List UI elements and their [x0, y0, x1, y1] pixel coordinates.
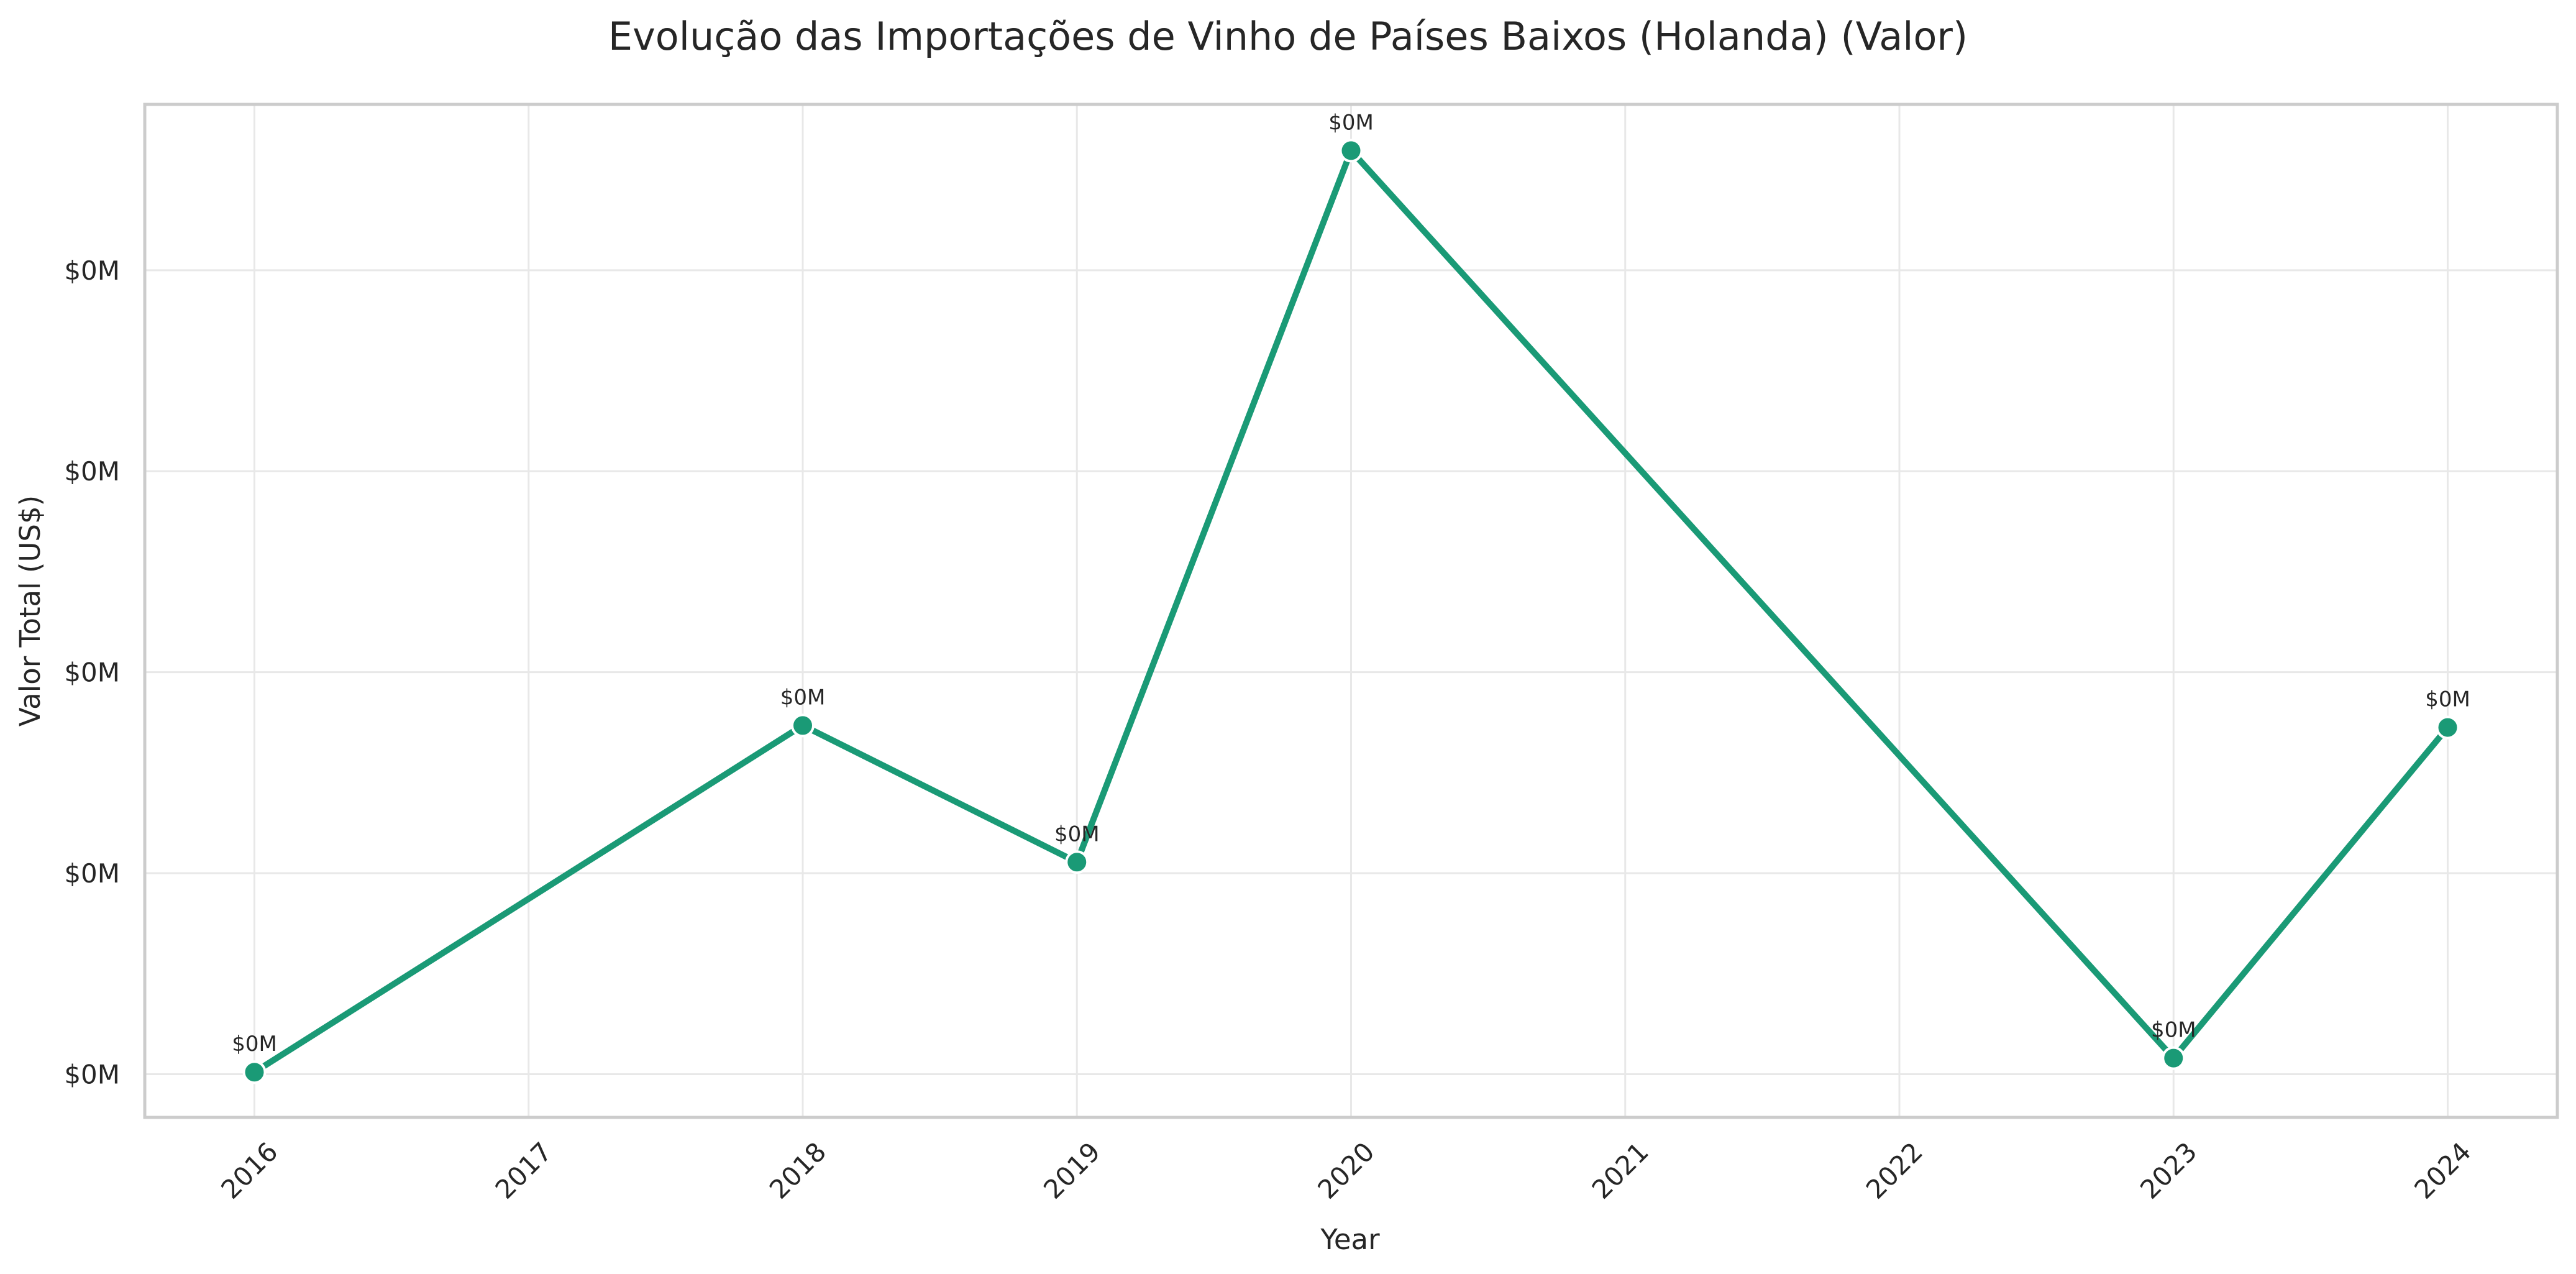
x-tick-label: 2023	[2134, 1136, 2203, 1204]
chart-title: Evolução das Importações de Vinho de Paí…	[608, 14, 1968, 59]
x-tick-label: 2016	[215, 1136, 283, 1204]
x-tick-label: 2024	[2408, 1136, 2477, 1204]
y-tick-label: $0M	[64, 658, 120, 688]
x-axis-label: Year	[1320, 1223, 1380, 1256]
x-tick-label: 2021	[1586, 1136, 1655, 1204]
grid-lines	[145, 104, 2557, 1117]
series-line	[251, 147, 2451, 1076]
data-label: $0M	[1328, 110, 1374, 135]
y-tick-label: $0M	[64, 1059, 120, 1089]
data-label: $0M	[2425, 687, 2470, 712]
x-tick-label: 2019	[1038, 1136, 1106, 1204]
data-point	[791, 713, 815, 738]
data-labels: $0M $0M $0M $0M $0M $0M	[232, 110, 2470, 1056]
data-point	[1339, 139, 1363, 163]
x-tick-label: 2020	[1312, 1136, 1380, 1204]
y-tick-label: $0M	[64, 858, 120, 889]
data-point	[2162, 1046, 2186, 1070]
data-label: $0M	[780, 685, 826, 710]
y-tick-label: $0M	[64, 456, 120, 487]
x-tick-label: 2022	[1860, 1136, 1929, 1204]
x-tick-label: 2018	[764, 1136, 832, 1204]
data-label: $0M	[2151, 1018, 2196, 1043]
data-label: $0M	[1054, 822, 1100, 846]
y-axis-ticks: $0M $0M $0M $0M $0M	[64, 255, 120, 1090]
data-point	[1065, 850, 1089, 874]
y-tick-label: $0M	[64, 255, 120, 286]
data-points	[242, 139, 2460, 1084]
data-label: $0M	[232, 1032, 277, 1056]
data-point	[2436, 715, 2460, 740]
data-point	[242, 1060, 267, 1084]
y-axis-label: Valor Total (US$)	[14, 495, 47, 726]
plot-frame	[143, 103, 2559, 1119]
x-axis-ticks: 2016 2017 2018 2019 2020 2021 2022 2023 2024	[215, 1136, 2477, 1204]
x-tick-label: 2017	[490, 1136, 558, 1204]
